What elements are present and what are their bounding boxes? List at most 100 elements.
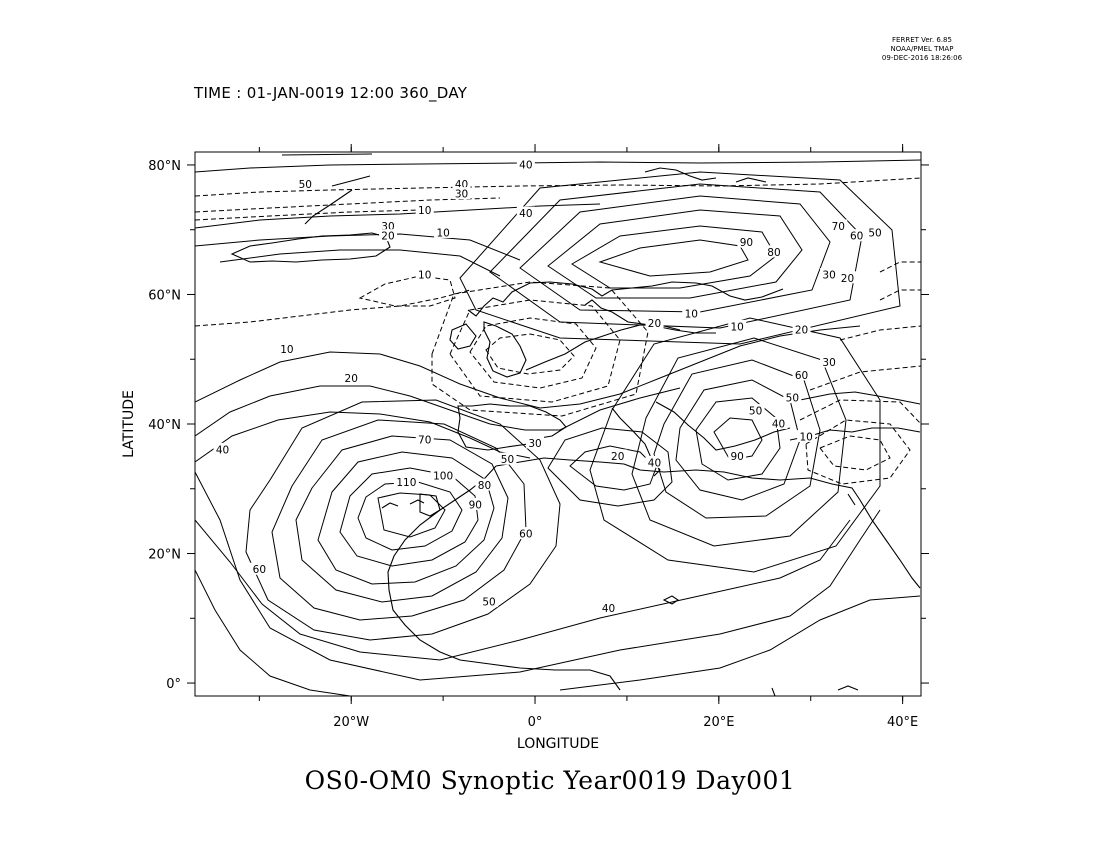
- contour-label: 90: [740, 237, 753, 249]
- contour-north-4: [195, 159, 921, 173]
- axes: 20°W 0° 20°E 40°E 0° 20°N 40°N 60°N 80°N: [148, 144, 929, 730]
- contour-label: 40: [519, 208, 532, 220]
- contour-label: 50: [299, 179, 312, 191]
- contour-east-3: [675, 379, 801, 501]
- contour-neg-north-1: [195, 177, 921, 197]
- contour-label: 80: [478, 480, 491, 492]
- contour-med-1: [569, 445, 657, 491]
- contour-scan-1: [598, 239, 749, 277]
- contour-label: 10: [280, 344, 293, 356]
- contour-label-bg: [296, 177, 315, 190]
- contour-label: 110: [396, 477, 416, 489]
- contour-label-bg: [645, 455, 664, 468]
- contour-20-west: [195, 385, 681, 437]
- iceland-coast: [230, 232, 391, 263]
- contour-label: 20: [611, 451, 624, 463]
- contour-neg-east-1: [819, 435, 891, 471]
- plot-timestamp: 09-DEC-2016 18:26:06: [881, 54, 963, 62]
- contour-label: 20: [648, 318, 661, 330]
- canary-islands: [381, 499, 425, 509]
- contour-label: 30: [528, 438, 541, 450]
- svalbard-coast: [644, 167, 767, 183]
- contour-label: 90: [731, 451, 744, 463]
- contour-label-bg: [526, 436, 545, 449]
- organization-label: NOAA/PMEL TMAP: [890, 45, 954, 53]
- contour-label-bg: [769, 417, 788, 429]
- contour-label: 80: [767, 247, 780, 259]
- contour-label: 40: [648, 457, 661, 469]
- software-version: FERRET Ver. 6.85: [892, 36, 952, 44]
- contour-north-1: [195, 203, 601, 229]
- contour-label-bg: [213, 442, 232, 455]
- contour-high-3: [339, 467, 479, 567]
- contour-label: 50: [482, 597, 495, 609]
- contour-neg-east-3: [799, 399, 921, 425]
- contour-east-2: [695, 397, 781, 481]
- africa-north-coast: [495, 457, 861, 501]
- contour-label: 40: [216, 444, 229, 456]
- contour-30-west: [195, 411, 531, 463]
- contour-label-bg: [480, 595, 499, 608]
- contour-label: 40: [772, 419, 785, 431]
- contour-label: 20: [841, 273, 854, 285]
- contour-label-bg: [277, 342, 296, 355]
- contour-label: 50: [786, 393, 799, 405]
- contour-label-bg: [682, 306, 701, 319]
- contour-label-bg: [466, 497, 485, 510]
- contour-north-3: [219, 249, 501, 277]
- contour-label-bg: [434, 225, 453, 238]
- british-isles-coast: [449, 321, 527, 378]
- contour-neg-east-5: [839, 325, 921, 341]
- contour-label-bg: [516, 157, 535, 170]
- contour-high-6: [271, 419, 527, 621]
- italy-coast: [611, 407, 661, 477]
- contour-label-bg: [415, 268, 434, 281]
- x-tick-label: 20°W: [333, 715, 369, 730]
- positive-contours: [195, 159, 921, 696]
- contour-10-west: [195, 325, 861, 409]
- contour-label-bg: [393, 475, 419, 488]
- contour-label-bg: [342, 371, 361, 384]
- contour-label: 30: [822, 270, 835, 282]
- greenland-coast: [281, 153, 373, 225]
- y-tick-label: 60°N: [148, 288, 181, 303]
- contour-high-1: [377, 492, 446, 538]
- contour-label: 20: [345, 373, 358, 385]
- contour-label-bg: [415, 203, 434, 216]
- contour-scan-3: [547, 209, 803, 299]
- contour-scan-2: [571, 225, 777, 289]
- contour-label: 50: [501, 454, 514, 466]
- contour-label: 10: [418, 270, 431, 282]
- iberia-coast: [457, 403, 567, 451]
- contour-label-bg: [829, 219, 848, 232]
- contour-neg-uk-4: [431, 281, 649, 417]
- contour-label-bg: [452, 187, 471, 200]
- contour-neg-east-4: [809, 365, 921, 391]
- contour-50-band: [195, 519, 851, 661]
- contour-high-5: [295, 435, 509, 603]
- contour-label-bg: [430, 468, 456, 481]
- y-tick-label: 20°N: [148, 548, 181, 563]
- contour-south-1: [195, 569, 351, 696]
- contour-label: 10: [436, 227, 449, 239]
- contour-labels: 40 50 40 30 10 40 30 20 10 10 90 80 70 60 50 30 20 10 20 10…: [213, 157, 885, 615]
- contour-label-bg: [820, 268, 839, 281]
- contour-label: 50: [749, 406, 762, 418]
- x-tick-label: 20°E: [703, 715, 734, 730]
- contour-label-bg: [764, 245, 783, 258]
- contour-label: 10: [685, 308, 698, 320]
- contour-east-4: [653, 359, 821, 519]
- contour-label-bg: [498, 452, 517, 465]
- contour-label: 60: [795, 370, 808, 382]
- contour-label-bg: [516, 206, 535, 219]
- contour-label-bg: [820, 355, 839, 368]
- y-tick-label: 80°N: [148, 159, 181, 174]
- contour-scan-6: [459, 171, 901, 345]
- scandinavia-coast: [584, 299, 716, 334]
- contour-label: 20: [381, 231, 394, 243]
- contour-label-bg: [737, 235, 756, 248]
- contour-label: 90: [469, 499, 482, 511]
- contour-label-bg: [378, 229, 397, 242]
- contour-label: 30: [455, 189, 468, 201]
